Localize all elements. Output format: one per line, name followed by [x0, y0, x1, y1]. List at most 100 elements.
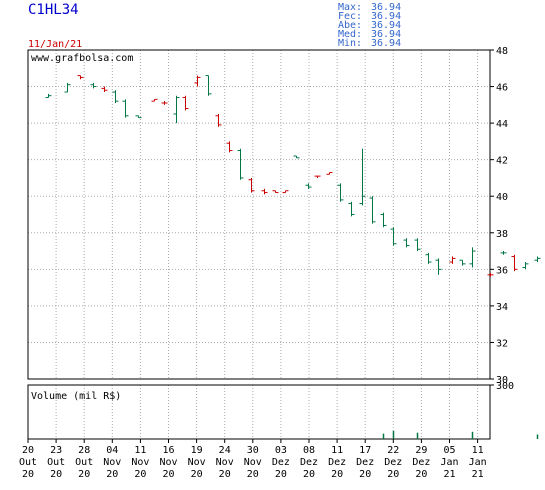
- price-bars: [45, 75, 541, 277]
- x-tick-label: 11: [472, 445, 484, 456]
- stat-value-fec: 36.94: [371, 11, 401, 22]
- ohlc-bar: [487, 272, 494, 277]
- volume-label: Volume (mil R$): [31, 391, 121, 402]
- x-tick-label: Nov: [188, 457, 206, 468]
- stat-value-med: 36.94: [371, 29, 401, 40]
- ohlc-bar: [293, 155, 300, 159]
- x-tick-label: Dez: [328, 457, 346, 468]
- ohlc-bar: [403, 238, 410, 248]
- ohlc-bar: [226, 141, 233, 153]
- x-tick-label: Out: [47, 457, 65, 468]
- x-tick-label: 04: [106, 445, 118, 456]
- price-tick-label: 44: [496, 119, 508, 130]
- price-tick-label: 46: [496, 83, 508, 94]
- ohlc-bar: [500, 251, 507, 255]
- ohlc-bar: [135, 115, 142, 119]
- x-tick-label: 20: [162, 469, 174, 480]
- x-tick-label: 20: [191, 469, 203, 480]
- price-tick-label: 34: [496, 302, 508, 313]
- stat-value-max: 36.94: [371, 2, 401, 13]
- ohlc-bar: [348, 201, 355, 217]
- x-tick-label: Nov: [159, 457, 177, 468]
- x-tick-label: 28: [78, 445, 90, 456]
- ohlc-bar: [359, 148, 366, 206]
- x-tick-label: 05: [443, 445, 455, 456]
- x-tick-label: Nov: [216, 457, 234, 468]
- x-tick-label: Jan: [469, 457, 487, 468]
- ohlc-bar: [314, 175, 321, 178]
- ohlc-bar: [151, 98, 158, 102]
- x-tick-label: 20: [134, 469, 146, 480]
- x-tick-label: 20: [247, 469, 259, 480]
- stat-label-med: Med:: [338, 29, 362, 40]
- x-tick-label: 24: [219, 445, 231, 456]
- ohlc-bar: [161, 101, 168, 105]
- x-tick-label: 23: [50, 445, 62, 456]
- x-tick-label: 20: [78, 469, 90, 480]
- x-tick-label: Dez: [384, 457, 402, 468]
- ohlc-bar: [173, 95, 180, 124]
- volume-grid: [55, 385, 479, 439]
- volume-plot-frame: [27, 384, 491, 440]
- stat-value-abe: 36.94: [371, 20, 401, 31]
- volume-bars: [382, 430, 539, 439]
- ohlc-bar: [112, 90, 119, 104]
- ohlc-bar: [435, 258, 442, 275]
- price-tick-label: 30: [496, 375, 508, 386]
- x-tick-label: 20: [415, 469, 427, 480]
- x-tick-label: 17: [359, 445, 371, 456]
- x-tick-label: 22: [387, 445, 399, 456]
- ohlc-bar: [469, 247, 476, 268]
- x-tick-label: 20: [331, 469, 343, 480]
- x-tick-label: 20: [275, 469, 287, 480]
- x-tick-label: Jan: [440, 457, 458, 468]
- price-tick-label: 40: [496, 192, 508, 203]
- ticker-symbol: C1HL34: [28, 2, 79, 18]
- ohlc-bar: [77, 75, 84, 80]
- price-grid: [28, 50, 490, 379]
- x-tick-label: 20: [22, 445, 34, 456]
- ohlc-bar: [122, 99, 129, 118]
- ohlc-bar: [380, 212, 387, 228]
- ohlc-bar: [101, 86, 108, 93]
- x-tick-label: 11: [331, 445, 343, 456]
- stat-label-max: Max:: [338, 2, 362, 13]
- ohlc-bar: [459, 259, 466, 266]
- ohlc-bar: [449, 256, 456, 264]
- stat-label-fec: Fec:: [338, 11, 362, 22]
- x-tick-label: 20: [106, 469, 118, 480]
- price-plot-frame: [27, 49, 491, 380]
- x-tick-label: 03: [275, 445, 287, 456]
- ohlc-bar: [182, 95, 189, 111]
- x-tick-label: Dez: [272, 457, 290, 468]
- x-tick-label: Dez: [356, 457, 374, 468]
- x-tick-label: 20: [219, 469, 231, 480]
- stat-label-abe: Abe:: [338, 20, 362, 31]
- volume-tick-label: 300: [496, 381, 514, 392]
- x-tick-label: Nov: [103, 457, 121, 468]
- x-tick-label: 08: [303, 445, 315, 456]
- quote-date: 11/Jan/21: [28, 39, 82, 50]
- stat-value-min: 36.94: [371, 38, 401, 49]
- x-tick-label: 20: [387, 469, 399, 480]
- ohlc-bar: [326, 171, 333, 175]
- x-tick-label: Dez: [300, 457, 318, 468]
- ohlc-bar: [511, 254, 518, 272]
- x-tick-label: 11: [134, 445, 146, 456]
- price-tick-label: 38: [496, 229, 508, 240]
- x-tick-label: 21: [443, 469, 455, 480]
- ohlc-bar: [261, 188, 268, 195]
- ohlc-bar: [305, 183, 312, 189]
- stats-panel: Max: 36.94 Fec: 36.94 Abe: 36.94 Med: 36…: [338, 2, 401, 49]
- ohlc-bar: [205, 75, 212, 96]
- ohlc-bar: [194, 75, 201, 87]
- price-y-axis: 48 46 44 42 40 38 36 34 32 30: [490, 46, 508, 386]
- x-tick-label: 20: [50, 469, 62, 480]
- x-tick-label: 20: [22, 469, 34, 480]
- price-tick-label: 48: [496, 46, 508, 57]
- x-tick-label: Out: [19, 457, 37, 468]
- x-tick-label: 29: [415, 445, 427, 456]
- ohlc-bar: [282, 190, 289, 194]
- x-tick-label: 30: [247, 445, 259, 456]
